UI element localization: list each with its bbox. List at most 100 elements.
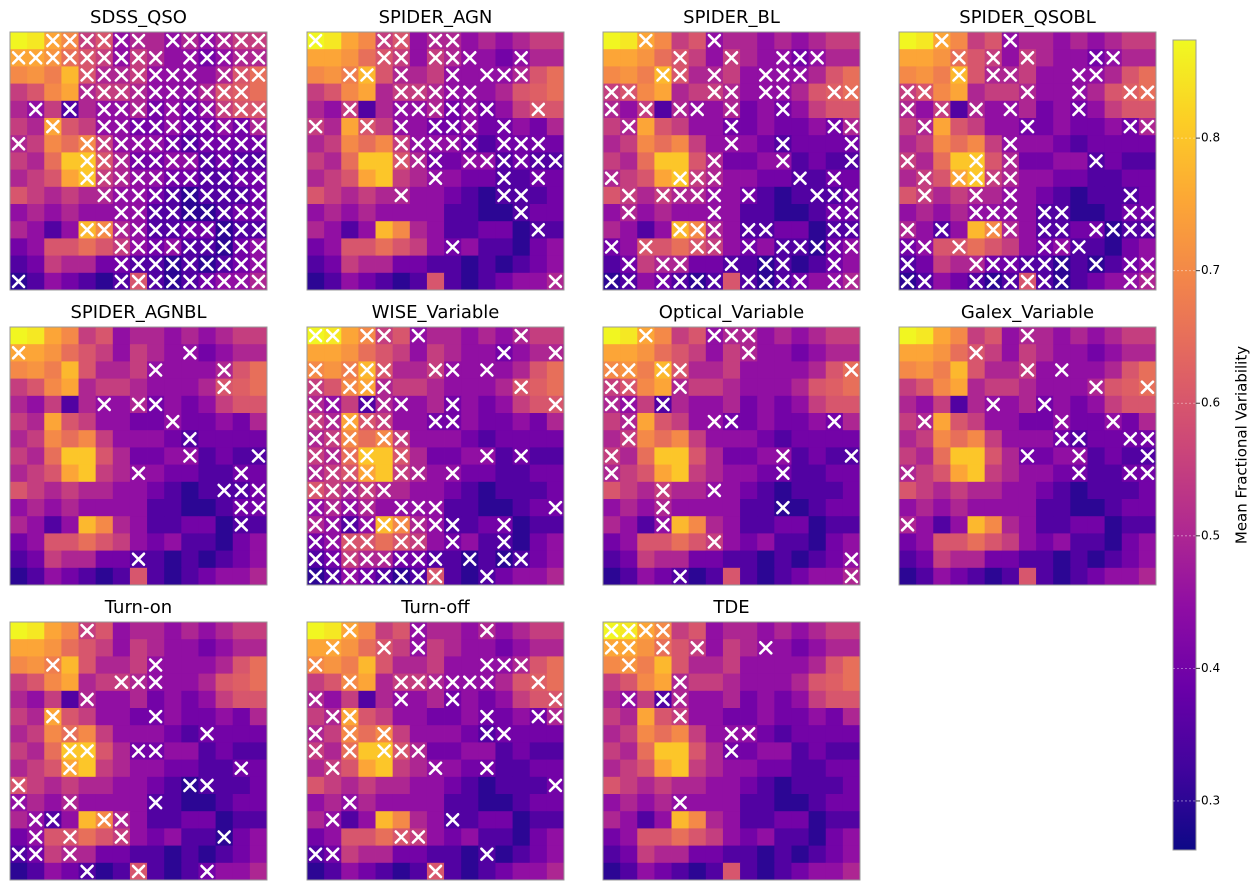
cell	[740, 639, 758, 657]
cell	[933, 447, 951, 465]
cell	[842, 516, 861, 534]
cell	[27, 499, 45, 517]
cell	[603, 221, 621, 239]
cell	[740, 690, 758, 709]
cell	[825, 639, 844, 657]
cell	[842, 622, 861, 640]
cross-marker	[217, 240, 231, 254]
cell	[808, 759, 827, 778]
cell	[546, 828, 565, 846]
cell	[546, 204, 565, 222]
cell	[147, 516, 165, 534]
cell	[10, 413, 28, 431]
cell	[478, 169, 496, 188]
cell	[512, 794, 531, 812]
cell	[654, 567, 672, 586]
cell	[705, 673, 724, 692]
cell	[899, 204, 917, 222]
panel: WISE_Variable	[306, 302, 565, 586]
cell	[112, 759, 131, 778]
panel-frame	[306, 621, 565, 881]
cross-marker	[63, 761, 77, 775]
cell	[164, 430, 182, 448]
cell	[27, 708, 45, 726]
cross-marker	[217, 205, 231, 220]
cross-marker	[325, 432, 340, 446]
cell	[426, 395, 445, 414]
cell	[984, 550, 1003, 569]
cell	[1001, 567, 1020, 586]
cell	[495, 759, 513, 778]
cell	[409, 430, 428, 448]
cell	[529, 639, 548, 657]
cell	[791, 361, 809, 379]
cell	[1036, 186, 1054, 205]
cell	[933, 66, 951, 84]
cell	[1138, 413, 1157, 431]
cell	[61, 378, 79, 397]
cell	[444, 794, 462, 812]
cell	[722, 516, 741, 534]
cell	[44, 327, 62, 345]
cell	[27, 135, 45, 153]
cell	[825, 656, 844, 674]
cross-marker	[793, 171, 807, 185]
cell	[444, 725, 462, 743]
cell	[637, 413, 655, 431]
cross-marker	[986, 257, 1001, 271]
cell	[546, 430, 565, 448]
cross-marker	[1037, 257, 1052, 271]
cell	[654, 759, 672, 778]
cross-marker	[548, 346, 563, 360]
cell	[147, 464, 165, 483]
cell	[808, 828, 827, 846]
cell	[1104, 152, 1123, 170]
cross-marker	[986, 171, 1001, 185]
cross-marker	[343, 552, 357, 566]
cell	[1053, 447, 1071, 465]
cross-marker	[217, 102, 231, 117]
cell	[825, 361, 844, 379]
cell	[512, 83, 531, 102]
cell	[984, 32, 1003, 50]
cell	[61, 464, 79, 483]
cell	[933, 204, 951, 222]
cell	[95, 550, 114, 569]
cell	[249, 673, 268, 692]
cell	[147, 776, 165, 795]
cell	[654, 656, 672, 674]
cell	[808, 499, 827, 517]
cross-marker	[97, 137, 112, 151]
cross-marker	[200, 171, 214, 185]
cell	[409, 656, 428, 674]
cell	[620, 499, 638, 517]
cross-marker	[165, 223, 180, 237]
cell	[705, 516, 724, 534]
cell	[774, 221, 792, 239]
cell	[654, 378, 672, 397]
cell	[409, 221, 428, 239]
cell	[112, 622, 131, 640]
cell	[512, 118, 531, 136]
cell	[722, 221, 741, 239]
cell	[512, 725, 531, 743]
cell	[232, 327, 251, 345]
cell	[232, 690, 251, 709]
cell	[495, 622, 513, 640]
cell	[1001, 499, 1020, 517]
cell	[705, 395, 724, 414]
cell	[1104, 186, 1123, 205]
cross-marker	[827, 188, 842, 203]
cell	[249, 622, 268, 640]
cell	[1138, 533, 1157, 551]
cell	[671, 238, 690, 256]
cross-marker	[325, 518, 340, 532]
cell	[722, 378, 741, 397]
cell	[10, 66, 28, 84]
cell	[10, 708, 28, 726]
cell	[392, 656, 411, 674]
cell	[181, 622, 199, 640]
cell	[61, 447, 79, 465]
cross-marker	[531, 675, 546, 689]
cell	[774, 845, 792, 864]
